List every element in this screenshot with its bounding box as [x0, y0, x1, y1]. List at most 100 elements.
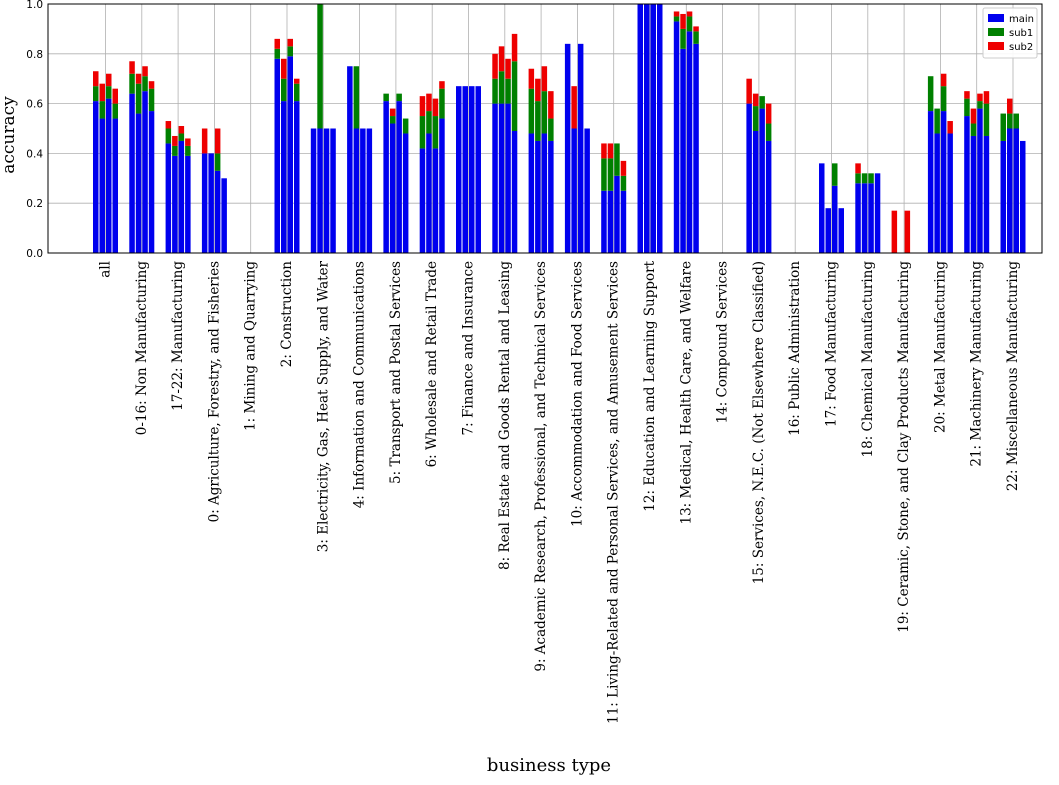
bar-main — [432, 148, 439, 253]
bar-sub1 — [1007, 113, 1013, 129]
x-tick-label: 13: Medical, Health Care, and Welfare — [678, 261, 694, 525]
bar-main — [983, 135, 990, 253]
bar-main — [746, 103, 752, 253]
bar-sub2 — [492, 53, 498, 79]
bar-sub1 — [185, 145, 191, 156]
bar-main — [214, 170, 221, 253]
bar-main — [330, 128, 336, 253]
bar-main — [1013, 128, 1019, 253]
bar-main — [759, 108, 765, 253]
x-tick-label: 15: Services, N.E.C. (Not Elsewhere Clas… — [751, 261, 767, 584]
bar-main — [221, 178, 227, 253]
bar-main — [129, 93, 135, 253]
axes-layer — [47, 3, 1043, 254]
legend-swatch-main — [988, 14, 1004, 22]
bar-sub2 — [891, 210, 898, 253]
bar-main — [135, 113, 142, 253]
legend-swatch-sub2 — [988, 42, 1004, 50]
bar-main — [294, 101, 300, 253]
bar-main — [347, 66, 353, 253]
bar-main — [637, 4, 643, 253]
y-tick-label: 0.8 — [26, 49, 43, 61]
bar-main — [868, 183, 874, 253]
bar-main — [281, 101, 287, 253]
x-tick-label: 4: Information and Communications — [352, 261, 368, 508]
bar-sub1 — [1000, 113, 1006, 141]
y-tick-label: 1.0 — [26, 0, 43, 11]
x-tick-label: 14: Compound Services — [715, 261, 731, 424]
bar-main — [535, 140, 541, 253]
legend-label-main: main — [1009, 14, 1034, 25]
x-tick-label: 20: Metal Manufacturing — [932, 261, 948, 433]
bar-main — [498, 103, 505, 253]
x-tick-label: 22: Miscellaneous Manufacturing — [1005, 261, 1021, 491]
bar-main — [644, 4, 650, 253]
bar-sub1 — [287, 46, 293, 57]
bar-main — [752, 130, 759, 253]
bar-main — [1020, 140, 1026, 253]
bar-main — [927, 111, 934, 253]
bar-sub2 — [172, 135, 178, 146]
bar-sub2 — [432, 98, 439, 117]
bar-main — [657, 4, 663, 253]
bar-sub2 — [201, 128, 208, 154]
x-tick-label: all — [98, 261, 114, 278]
x-tick-label: 9: Academic Research, Professional, and … — [533, 261, 549, 672]
bar-main — [165, 143, 172, 253]
bar-main — [947, 133, 953, 253]
bar-sub2 — [765, 103, 772, 124]
bar-sub2 — [178, 126, 185, 134]
ticks-layer: 0.0 0.2 0.4 0.6 0.8 1.0 all 0-16: Non Manufactu… — [26, 0, 1021, 724]
bar-sub2 — [142, 66, 148, 77]
bar-sub2 — [1007, 98, 1013, 114]
y-axis-label: accuracy — [0, 96, 19, 174]
bar-sub1 — [861, 173, 868, 184]
bar-sub1 — [214, 153, 221, 171]
bar-sub2 — [746, 78, 752, 104]
bar-sub1 — [934, 108, 940, 134]
bar-sub1 — [832, 163, 838, 186]
y-tick-label: 0.6 — [26, 99, 43, 111]
bar-main — [201, 153, 208, 253]
legend-swatch-sub1 — [988, 28, 1004, 36]
bar-sub2 — [601, 143, 607, 159]
x-tick-label: 6: Wholesale and Retail Trade — [424, 261, 440, 467]
bar-sub1 — [964, 98, 970, 117]
bar-sub2 — [571, 86, 577, 129]
bar-sub1 — [129, 73, 135, 94]
bar-main — [505, 103, 511, 253]
bar-sub1 — [607, 158, 614, 191]
bar-sub2 — [419, 96, 426, 117]
bar-main — [99, 118, 105, 253]
x-tick-label: 0-16: Non Manufacturing — [134, 261, 150, 436]
y-tick-label: 0.4 — [26, 148, 43, 160]
x-tick-label: 5: Transport and Postal Services — [388, 261, 404, 484]
bar-sub2 — [904, 210, 911, 253]
legend-label-sub2: sub2 — [1009, 42, 1033, 53]
bar-main — [861, 183, 868, 253]
bar-main — [855, 183, 861, 253]
bar-main — [419, 148, 426, 253]
bar-main — [389, 123, 396, 254]
bar-sub1 — [1013, 113, 1019, 129]
bar-main — [620, 190, 627, 253]
bar-sub1 — [680, 28, 686, 49]
bar-sub2 — [93, 71, 99, 87]
bar-main — [577, 43, 584, 254]
bar-main — [492, 103, 498, 253]
bar-sub2 — [970, 108, 977, 124]
bar-sub2 — [99, 83, 105, 102]
bar-main — [462, 86, 468, 253]
bar-sub1 — [172, 145, 178, 156]
bar-sub1 — [541, 91, 548, 134]
bar-sub2 — [214, 128, 221, 154]
bar-sub1 — [99, 101, 105, 119]
legend: main sub1 sub2 — [982, 7, 1038, 59]
bar-main — [838, 208, 844, 253]
bar-sub2 — [426, 93, 432, 112]
bar-sub1 — [855, 173, 861, 184]
bar-sub1 — [148, 88, 155, 112]
bar-main — [439, 118, 445, 253]
bar-sub2 — [535, 78, 541, 102]
